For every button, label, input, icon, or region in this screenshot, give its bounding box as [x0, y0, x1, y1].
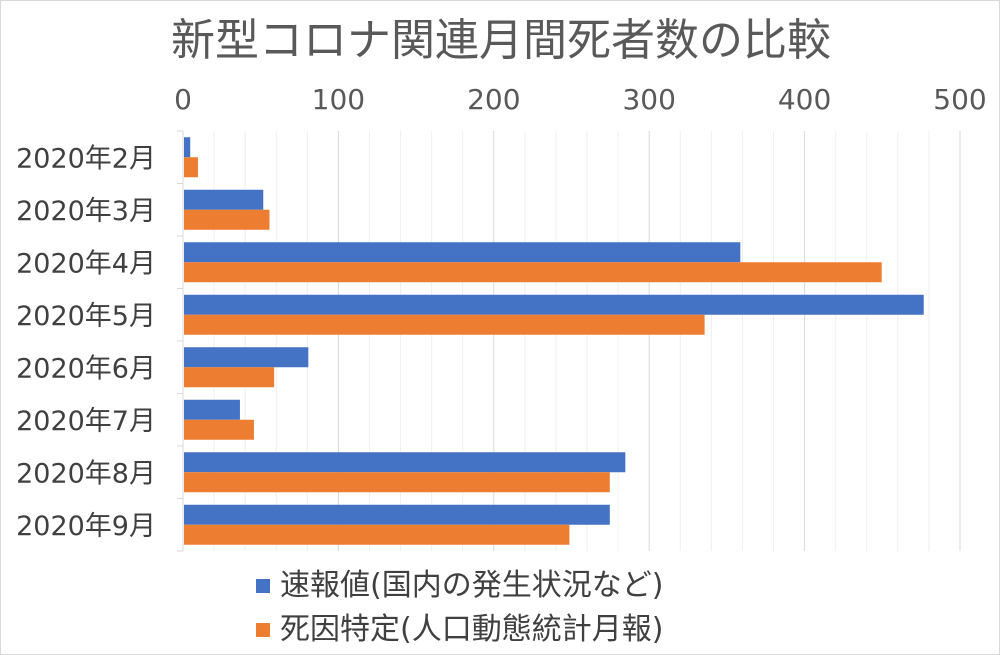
chart-title: 新型コロナ関連月間死者数の比較 [171, 15, 831, 66]
bar-series-1 [184, 189, 264, 210]
bar-chart: 0 100 200 300 400 500 2020年2月 2020年3月 2020年4月 202… [16, 83, 987, 552]
category-label: 2020年6月 [16, 353, 156, 384]
category-label: 2020年9月 [16, 511, 156, 542]
bar-series-2 [184, 157, 198, 178]
category-label: 2020年7月 [16, 406, 156, 437]
category-label: 2020年8月 [16, 458, 156, 489]
bar-series-1 [184, 504, 610, 525]
bar-series-2 [184, 314, 705, 335]
x-tick-label: 0 [174, 83, 192, 116]
category-label: 2020年3月 [16, 196, 156, 227]
x-tick-label: 300 [622, 83, 675, 116]
x-tick-label: 400 [778, 83, 831, 116]
bar-series-2 [184, 367, 275, 388]
bar-series-2 [184, 524, 570, 545]
bar-series-2 [184, 419, 254, 440]
legend-item-series-2: 死因特定(人口動態統計月報) [256, 608, 816, 652]
bar-series-1 [184, 399, 240, 420]
x-tick-label: 200 [467, 83, 520, 116]
bar-series-2 [184, 262, 882, 283]
category-label: 2020年2月 [16, 143, 156, 174]
bar-series-1 [184, 452, 626, 473]
legend: 速報値(国内の発生状況など) 死因特定(人口動態統計月報) [256, 564, 816, 652]
category-label: 2020年5月 [16, 301, 156, 332]
legend-swatch-series-1 [256, 579, 270, 593]
bar-series-1 [184, 242, 741, 263]
bar-series-2 [184, 472, 610, 493]
bar-series-1 [184, 137, 191, 158]
legend-swatch-series-2 [256, 623, 270, 637]
legend-item-series-1: 速報値(国内の発生状況など) [256, 564, 816, 608]
bar-series-1 [184, 347, 309, 368]
bar-series-1 [184, 294, 924, 315]
x-tick-label: 100 [312, 83, 365, 116]
category-label: 2020年4月 [16, 248, 156, 279]
x-tick-label: 500 [933, 83, 986, 116]
legend-label-series-1: 速報値(国内の発生状況など) [280, 568, 664, 603]
bar-series-2 [184, 209, 270, 230]
legend-label-series-2: 死因特定(人口動態統計月報) [280, 612, 664, 647]
